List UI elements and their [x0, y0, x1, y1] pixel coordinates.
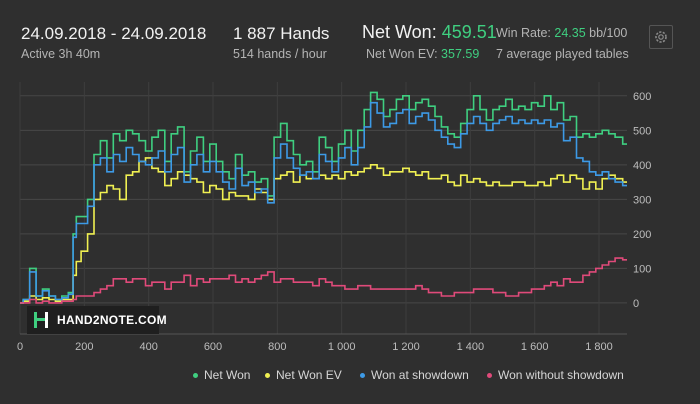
logo-text: HAND2NOTE.COM: [57, 313, 167, 327]
legend-net-won-ev[interactable]: Net Won EV: [265, 368, 342, 382]
legend-label: Won at showdown: [371, 368, 469, 382]
net-won-ev-label: Net Won EV:: [366, 47, 438, 61]
net-won-value: 459.51: [441, 22, 497, 42]
legend-won-at-showdown[interactable]: Won at showdown: [360, 368, 469, 382]
net-won-ev-value: 357.59: [441, 47, 480, 61]
gear-icon: [655, 31, 667, 43]
legend-label: Net Won: [204, 368, 251, 382]
logo-mark-icon: [34, 312, 48, 328]
chart-series: [20, 91, 627, 304]
y-tick-label: 400: [633, 160, 651, 172]
x-tick-label: 0: [17, 341, 23, 353]
profit-chart: 0 100 200 300 400 500 600 0 200 400 600 800 1 000 1 …: [17, 82, 651, 353]
y-tick-label: 500: [633, 125, 651, 137]
chart-legend: Net Won Net Won EV Won at showdown Won w…: [0, 368, 700, 384]
series-line-3: [20, 257, 627, 304]
x-tick-label: 800: [268, 341, 286, 353]
stats-header: 24.09.2018 - 24.09.2018 Active 3h 40m 1 …: [0, 0, 700, 80]
legend-dot: [360, 372, 365, 378]
y-tick-label: 600: [633, 91, 651, 103]
average-tables: 7 average played tables: [496, 47, 629, 61]
hand2note-logo: HAND2NOTE.COM: [27, 306, 167, 334]
x-tick-label: 600: [204, 341, 222, 353]
series-line-2: [20, 101, 627, 304]
hands-per-hour: 514 hands / hour: [233, 47, 327, 61]
win-rate-unit: bb/100: [589, 26, 628, 40]
settings-button[interactable]: [649, 25, 673, 49]
net-won: Net Won: 459.51: [362, 22, 497, 43]
legend-label: Won without showdown: [498, 368, 624, 382]
y-tick-label: 0: [633, 298, 639, 310]
legend-dot: [487, 372, 492, 378]
win-rate: Win Rate: 24.35 bb/100: [496, 26, 627, 40]
legend-won-without-showdown[interactable]: Won without showdown: [487, 368, 624, 382]
x-tick-label: 1 800: [585, 341, 613, 353]
legend-label: Net Won EV: [276, 368, 342, 382]
series-line-0: [20, 91, 627, 304]
x-tick-label: 1 000: [328, 341, 356, 353]
legend-net-won[interactable]: Net Won: [193, 368, 250, 382]
series-line-1: [20, 157, 627, 304]
active-time: Active 3h 40m: [21, 47, 101, 61]
win-rate-label: Win Rate:: [496, 26, 551, 40]
net-won-label: Net Won:: [362, 22, 437, 42]
legend-dot: [265, 372, 270, 378]
x-tick-label: 1 200: [392, 341, 420, 353]
y-tick-label: 100: [633, 263, 651, 275]
x-tick-label: 1 400: [457, 341, 485, 353]
legend-dot: [193, 372, 198, 378]
y-axis: 0 100 200 300 400 500 600: [633, 91, 651, 310]
y-tick-label: 300: [633, 194, 651, 206]
hands-count: 1 887 Hands: [233, 24, 330, 43]
win-rate-value: 24.35: [554, 26, 586, 40]
chart-grid: [19, 82, 627, 335]
x-axis: 0 200 400 600 800 1 000 1 200 1 400 1 600 1 800: [17, 341, 613, 353]
x-tick-label: 200: [75, 341, 93, 353]
net-won-ev: Net Won EV: 357.59: [366, 47, 479, 61]
x-tick-label: 1 600: [521, 341, 549, 353]
x-tick-label: 400: [139, 341, 157, 353]
y-tick-label: 200: [633, 229, 651, 241]
date-range: 24.09.2018 - 24.09.2018: [21, 24, 207, 43]
